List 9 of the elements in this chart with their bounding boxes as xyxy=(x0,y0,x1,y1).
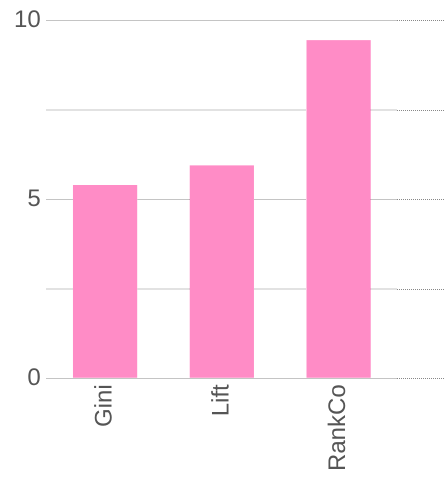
x-tick-label: Gini xyxy=(90,384,118,427)
bar xyxy=(190,165,254,378)
x-tick-label: RankCo xyxy=(324,384,352,472)
y-tick-label: 10 xyxy=(14,6,41,34)
y-tick-label: 0 xyxy=(27,364,41,391)
bar xyxy=(306,40,371,378)
bar xyxy=(72,185,138,378)
x-tick-label: Lift xyxy=(207,384,234,416)
y-tick-label: 5 xyxy=(27,184,41,212)
